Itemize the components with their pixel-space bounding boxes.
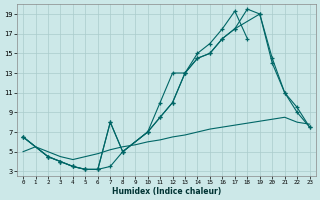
- X-axis label: Humidex (Indice chaleur): Humidex (Indice chaleur): [112, 187, 221, 196]
